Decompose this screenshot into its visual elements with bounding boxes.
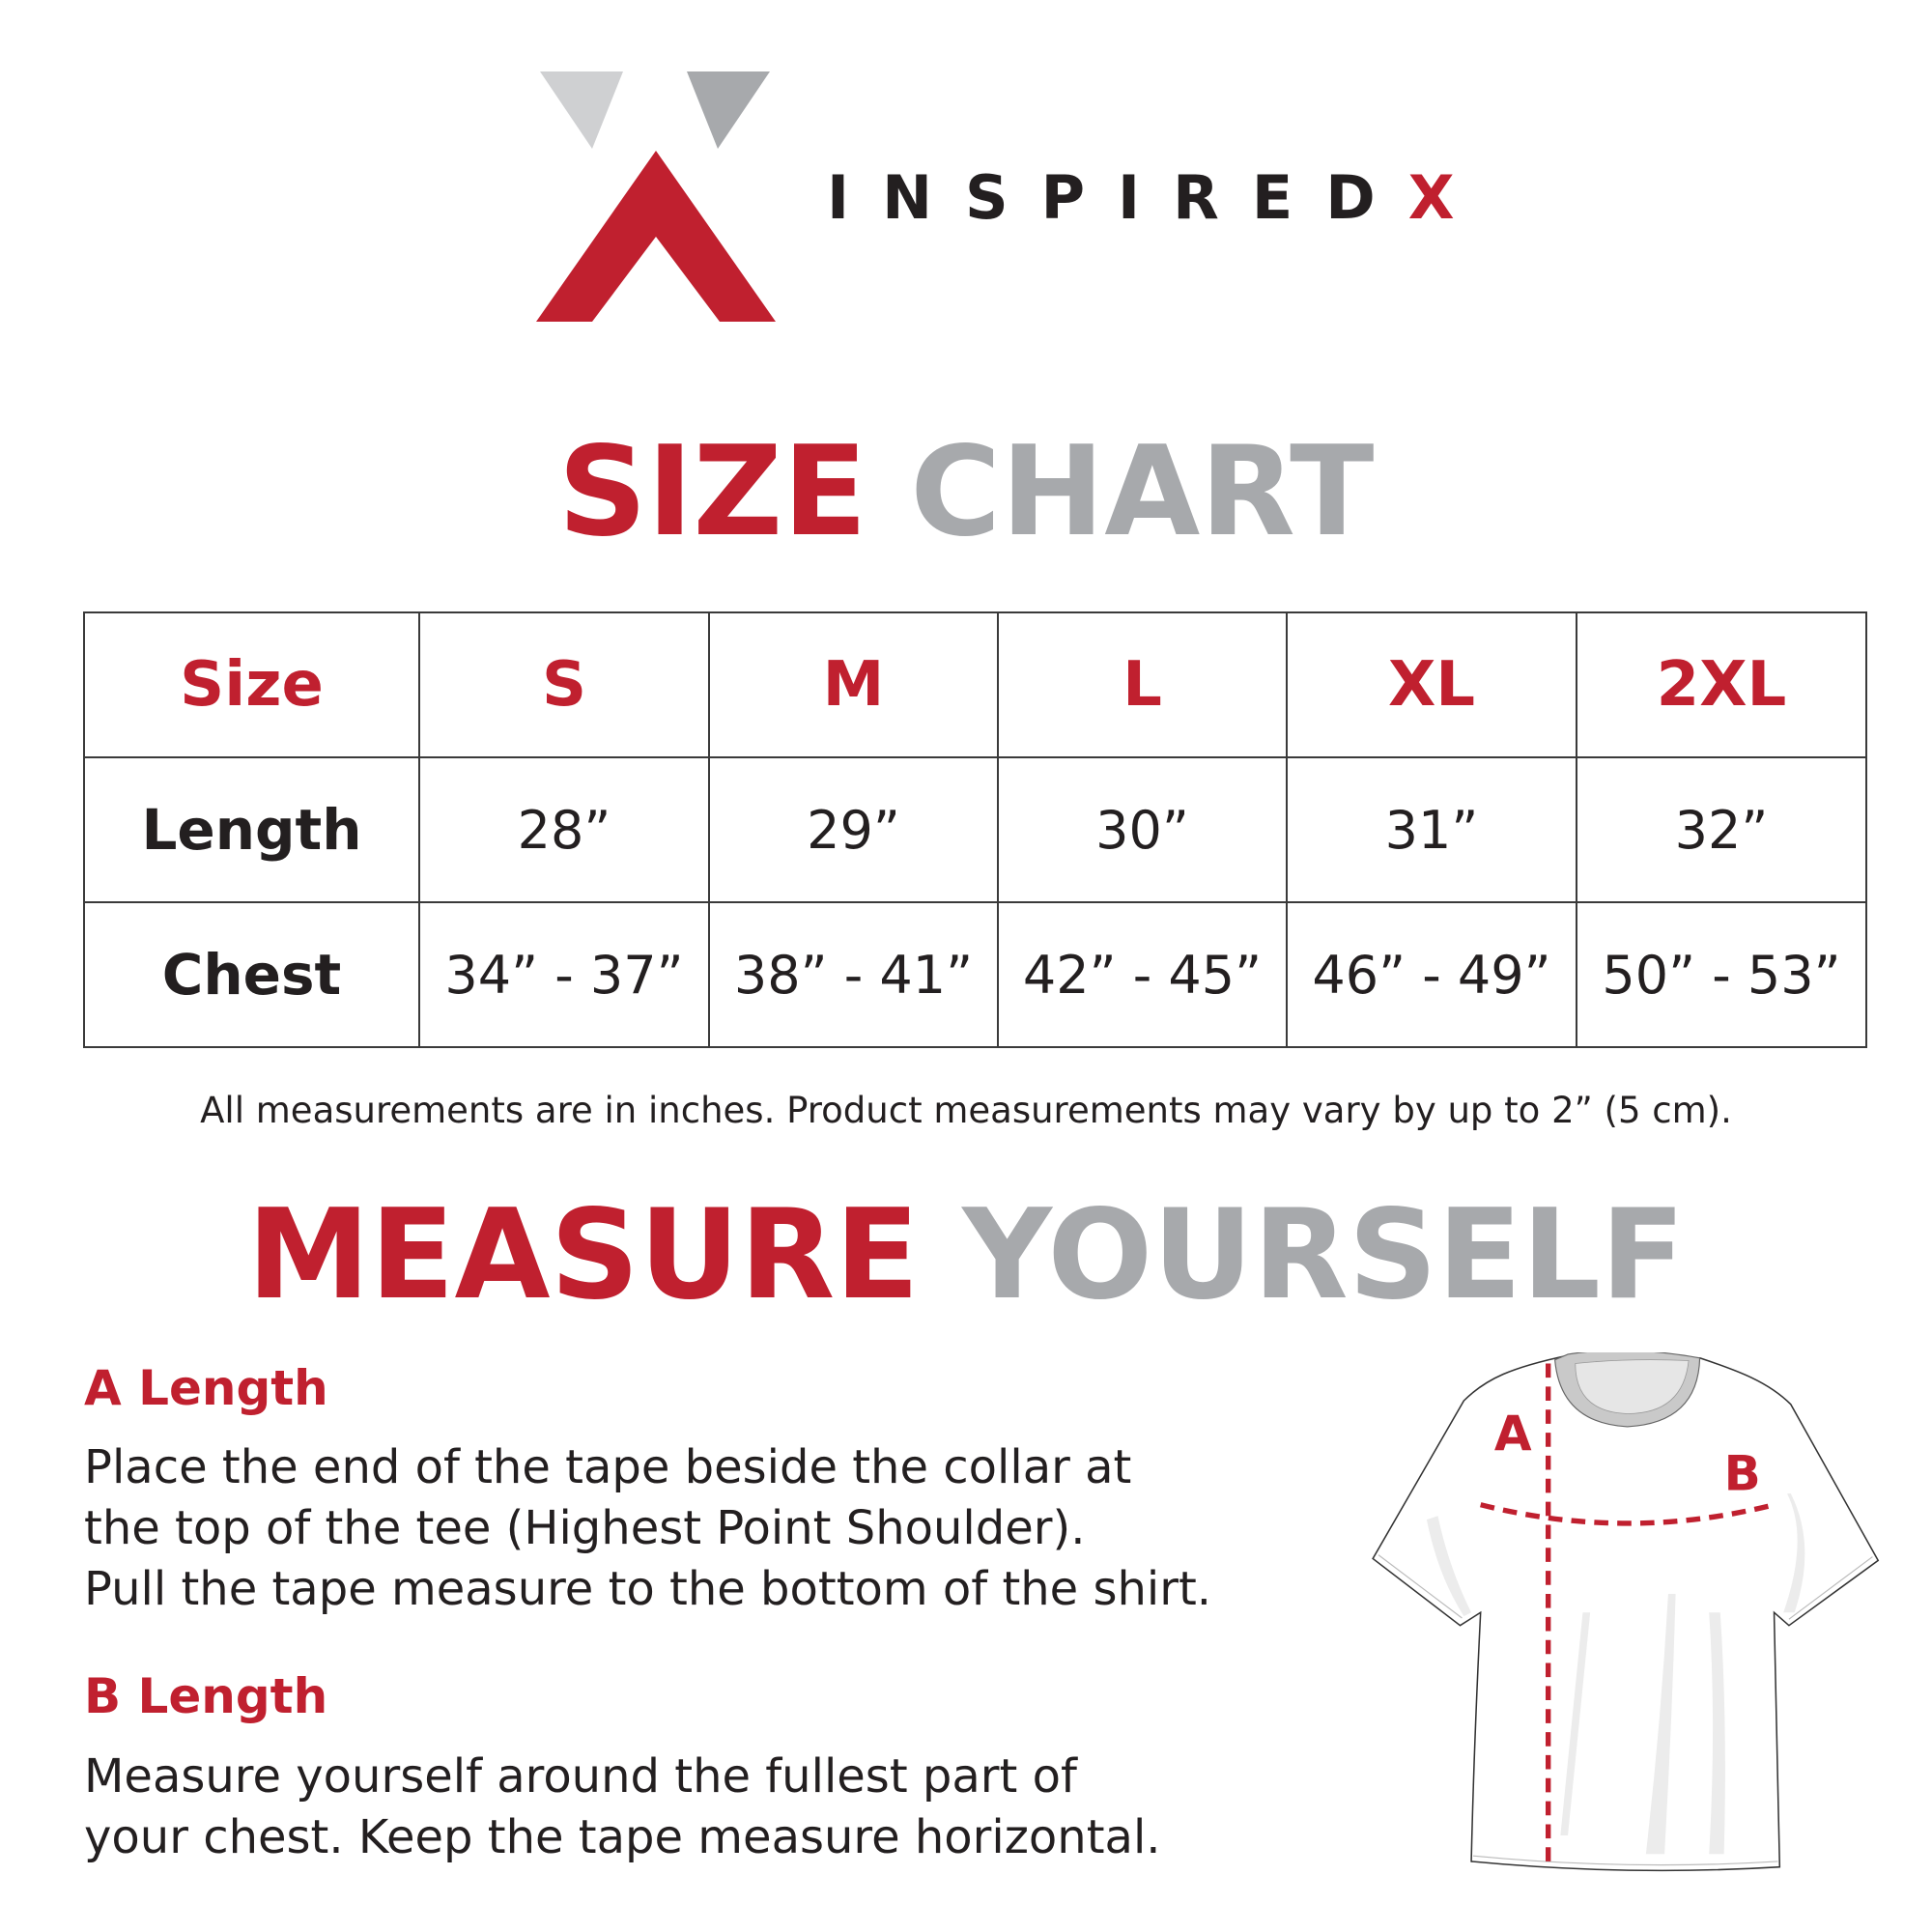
- header-cell: S: [418, 611, 710, 758]
- table-cell: 32”: [1576, 756, 1867, 903]
- brand-wordmark: INSPIREDX: [827, 162, 1488, 233]
- text-line: the top of the tee (Highest Point Should…: [84, 1501, 1086, 1555]
- table-cell: 34” - 37”: [418, 901, 710, 1048]
- row-label: Chest: [83, 901, 420, 1048]
- table-row: Chest 34” - 37” 38” - 41” 42” - 45” 46” …: [83, 901, 1867, 1048]
- header-cell: XL: [1286, 611, 1577, 758]
- measurement-note: All measurements are in inches. Product …: [200, 1090, 1732, 1131]
- size-table: Size S M L XL 2XL Length 28” 29” 30” 31”…: [83, 611, 1867, 1048]
- table-cell: 50” - 53”: [1576, 901, 1867, 1048]
- header-cell: 2XL: [1576, 611, 1867, 758]
- size-chart-title: SIZE CHART: [557, 420, 1375, 564]
- table-header-row: Size S M L XL 2XL: [83, 611, 1867, 758]
- text-line: Place the end of the tape beside the col…: [84, 1440, 1132, 1494]
- table-cell: 28”: [418, 756, 710, 903]
- chest-measure-line: [1480, 1502, 1776, 1526]
- header-cell: L: [997, 611, 1288, 758]
- table-row: Length 28” 29” 30” 31” 32”: [83, 756, 1867, 903]
- table-cell: 46” - 49”: [1286, 901, 1577, 1048]
- a-length-text: Place the end of the tape beside the col…: [84, 1437, 1211, 1620]
- b-length-text: Measure yourself around the fullest part…: [84, 1747, 1161, 1868]
- tshirt-outline: [1372, 1354, 1880, 1872]
- label-a: A: [1494, 1406, 1532, 1462]
- text-line: Pull the tape measure to the bottom of t…: [84, 1562, 1212, 1616]
- measure-yourself-title: MEASURE YOURSELF: [246, 1183, 1686, 1327]
- header-cell: M: [708, 611, 999, 758]
- table-cell: 42” - 45”: [997, 901, 1288, 1048]
- brand-logo: [536, 71, 776, 322]
- a-length-heading: A Length: [84, 1360, 328, 1416]
- row-label: Length: [83, 756, 420, 903]
- text-line: Measure yourself around the fullest part…: [84, 1749, 1077, 1804]
- header-cell: Size: [83, 611, 420, 758]
- label-b: B: [1724, 1445, 1761, 1501]
- table-cell: 30”: [997, 756, 1288, 903]
- table-cell: 31”: [1286, 756, 1577, 903]
- b-length-heading: B Length: [84, 1668, 328, 1724]
- text-line: your chest. Keep the tape measure horizo…: [84, 1810, 1161, 1864]
- table-cell: 38” - 41”: [708, 901, 999, 1048]
- tshirt-diagram: A B: [1372, 1352, 1880, 1872]
- table-cell: 29”: [708, 756, 999, 903]
